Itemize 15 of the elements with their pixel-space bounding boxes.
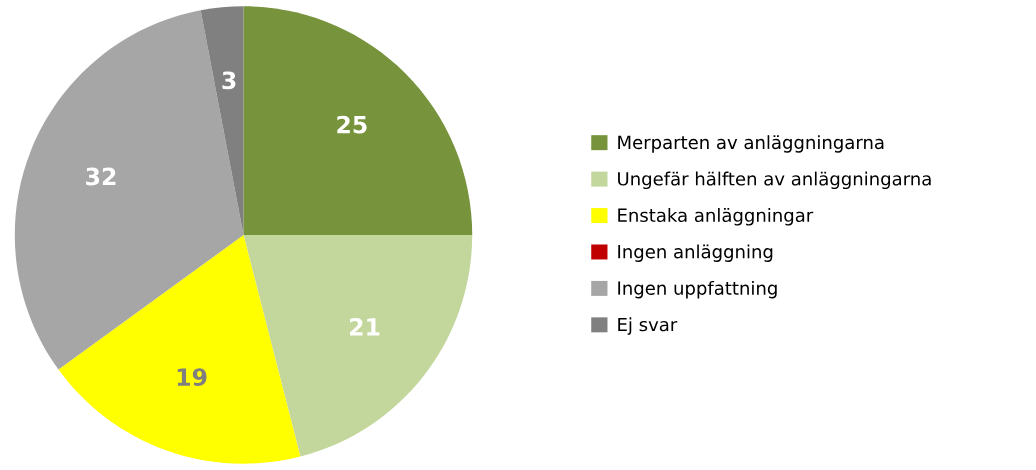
data-label: 3 (222, 71, 236, 90)
legend-label: Ingen uppfattning (618, 280, 777, 299)
data-label: 25 (337, 115, 367, 134)
legend-label: Ungefär hälften av anläggningarna (618, 171, 931, 190)
pie-slice (243, 6, 473, 235)
legend-label: Ingen anläggning (618, 244, 773, 262)
data-label: 21 (350, 317, 380, 336)
pie-slice (243, 235, 473, 457)
pie-slice (14, 10, 244, 370)
pie-slice (58, 235, 301, 464)
legend-label: Merparten av anläggningarna (618, 135, 884, 153)
data-label: 32 (86, 167, 116, 186)
legend-label: Ej svar (618, 317, 678, 335)
legend-label: Enstaka anläggningar (618, 208, 814, 226)
data-label: 19 (177, 368, 207, 387)
